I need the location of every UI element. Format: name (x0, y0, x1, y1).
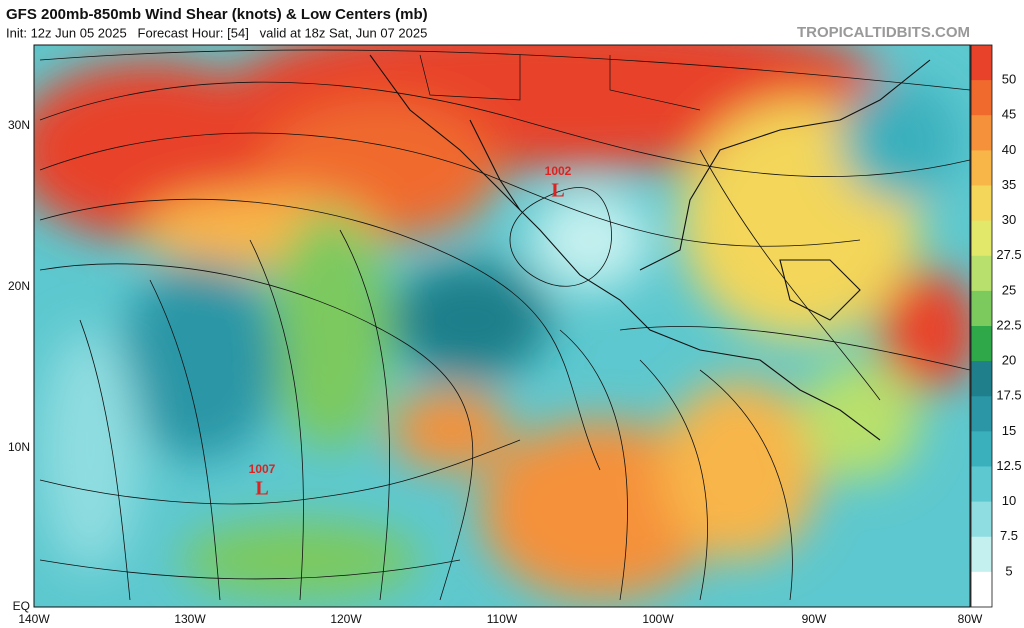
borders (419, 54, 701, 111)
lon-label: 80W (958, 612, 983, 626)
colorbar-swatch (971, 255, 992, 292)
subtitle: Init: 12z Jun 05 2025 Forecast Hour: [54… (6, 25, 427, 40)
colorbar-label: 40 (1002, 142, 1016, 157)
colorbar-swatch (971, 466, 992, 503)
colorbar-label: 50 (1002, 72, 1016, 87)
colorbar-label: 5 (1005, 563, 1012, 578)
colorbar-swatch (971, 220, 992, 257)
colorbar-label: 25 (1002, 282, 1016, 297)
colorbar-label: 45 (1002, 107, 1016, 122)
colorbar-label: 12.5 (996, 458, 1021, 473)
colorbar-label: 35 (1002, 177, 1016, 192)
lat-label: 10N (8, 440, 30, 454)
colorbar-label: 20 (1002, 353, 1016, 368)
colorbar-swatch (971, 290, 992, 327)
colorbar-swatch (971, 361, 992, 397)
colorbar-swatch (971, 80, 992, 116)
map-frame (33, 44, 971, 608)
lat-label: EQ (13, 599, 30, 613)
low-pressure: 1007 (249, 462, 276, 476)
lon-label: 110W (487, 612, 518, 626)
lat-label: 20N (8, 279, 30, 293)
colorbar-swatch (971, 185, 992, 222)
colorbar-swatch (971, 396, 992, 432)
lon-label: 120W (330, 612, 362, 626)
colorbar-frame (970, 44, 993, 608)
low-symbol: L (551, 180, 564, 202)
colorbar-label: 10 (1002, 493, 1016, 508)
lon-label: 140W (18, 612, 50, 626)
colorbar-label: 30 (1002, 212, 1016, 227)
colorbar-swatch (971, 431, 992, 467)
low-pressure: 1002 (545, 164, 572, 178)
colorbar-label: 7.5 (1000, 528, 1018, 543)
lon-label: 90W (802, 612, 827, 626)
colorbar-swatch (971, 536, 992, 573)
colorbar-swatch (971, 115, 992, 151)
colorbar-swatch (971, 571, 992, 608)
colorbar-label: 15 (1002, 423, 1016, 438)
brand: TROPICALTIDBITS.COM (797, 24, 970, 41)
colorbar-label: 27.5 (996, 247, 1021, 262)
lon-label: 130W (174, 612, 206, 626)
colorbar-swatch (971, 45, 992, 81)
colorbar-label: 17.5 (996, 388, 1021, 403)
colorbar-swatch (971, 150, 992, 186)
colorbar-swatch (971, 326, 992, 362)
streamlines (39, 49, 970, 601)
shear-field (34, 45, 970, 607)
lon-label: 100W (642, 612, 674, 626)
colorbar-label: 22.5 (996, 317, 1021, 332)
title: GFS 200mb-850mb Wind Shear (knots) & Low… (6, 6, 428, 23)
colorbar-swatch (971, 501, 992, 538)
lat-label: 30N (8, 118, 30, 132)
low-symbol: L (255, 478, 268, 500)
